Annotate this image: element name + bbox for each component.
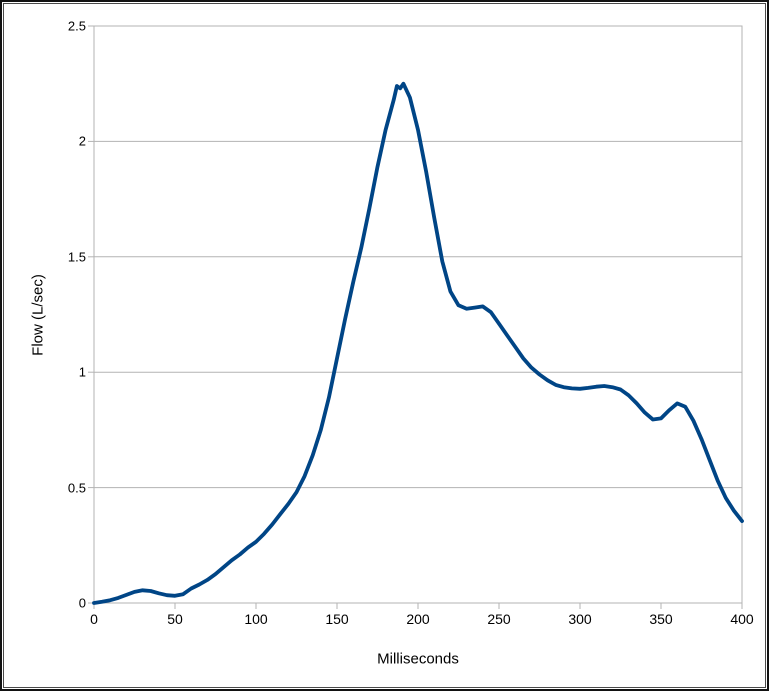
x-tick-label: 100 [244,611,268,627]
y-axis-title: Flow (L/sec) [29,274,47,356]
x-tick-label: 150 [325,611,349,627]
x-tick-label: 50 [167,611,183,627]
y-tick-label: 0.5 [67,480,86,496]
x-axis-title: Milliseconds [377,650,459,668]
flow-series-line [92,81,744,605]
y-tick-label: 1.5 [67,249,86,265]
x-tick-label: 350 [649,611,673,627]
x-tick-label: 400 [730,611,754,627]
y-tick-label: 0 [78,595,86,611]
plot-border [93,25,743,604]
y-tick-label: 2 [78,133,86,149]
x-tick-label: 0 [90,611,98,627]
x-tick-label: 250 [487,611,511,627]
y-tick-label: 2.5 [67,18,86,34]
x-tick-label: 200 [406,611,430,627]
x-tick-label: 300 [568,611,592,627]
y-tick-label: 1 [78,364,86,380]
